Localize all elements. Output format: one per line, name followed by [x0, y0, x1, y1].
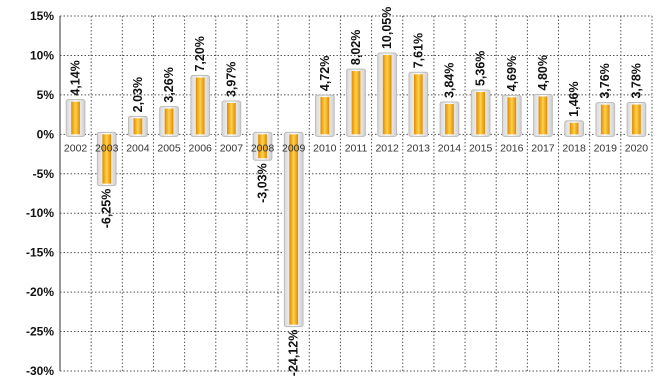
x-tick-label: 2009: [282, 142, 306, 154]
bars: [65, 52, 647, 328]
data-label: 3,78%: [629, 63, 643, 98]
gridlines: [59, 15, 653, 372]
y-tick-label: 10%: [30, 48, 54, 62]
data-label: 10,05%: [380, 7, 394, 49]
bar: [320, 97, 330, 135]
x-tick-label: 2003: [95, 142, 119, 154]
bar: [102, 134, 112, 184]
y-tick-label: -25%: [26, 325, 54, 339]
x-tick-label: 2018: [562, 142, 586, 154]
data-label: 8,02%: [349, 30, 363, 65]
bar: [227, 103, 236, 135]
bar: [445, 104, 454, 135]
x-tick-label: 2015: [469, 142, 493, 154]
y-tick-label: 5%: [37, 88, 55, 102]
x-tick-labels: 2002 2003 2004 2005 2006 2007 2008 2009 2010 2011…: [64, 142, 648, 154]
data-label: -3,03%: [256, 163, 270, 203]
x-tick-label: 2006: [189, 142, 213, 154]
x-tick-label: 2017: [531, 142, 555, 154]
bar: [289, 134, 299, 325]
bar: [382, 55, 392, 135]
data-label: 3,26%: [162, 67, 176, 102]
bar: [476, 92, 485, 135]
bar: [195, 77, 205, 135]
x-tick-label: 2002: [64, 142, 88, 154]
x-tick-label: 2019: [594, 142, 618, 154]
data-label: -24,12%: [287, 330, 301, 377]
bar: [164, 108, 174, 135]
bar: [71, 101, 80, 135]
x-tick-label: 2008: [251, 142, 275, 154]
bar: [413, 74, 423, 135]
data-label: -6,25%: [100, 189, 114, 229]
bar: [632, 104, 641, 135]
x-tick-label: 2016: [500, 142, 524, 154]
data-label: 4,14%: [69, 60, 83, 95]
x-tick-label: 2005: [157, 142, 181, 154]
y-tick-label: -20%: [26, 285, 54, 299]
data-label: 1,46%: [567, 81, 581, 116]
x-tick-label: 2007: [220, 142, 244, 154]
bar: [258, 134, 267, 159]
data-label: 3,84%: [442, 63, 456, 98]
y-tick-label: -10%: [26, 206, 54, 220]
bar: [351, 71, 361, 135]
bar: [507, 97, 517, 135]
data-label: 2,03%: [131, 77, 145, 112]
y-tick-label: 15%: [30, 9, 54, 23]
y-tick-label: -5%: [33, 167, 55, 181]
x-tick-label: 2011: [345, 142, 368, 154]
y-tick-label: -30%: [26, 364, 54, 378]
data-label: 4,72%: [318, 56, 332, 91]
data-label: 4,69%: [505, 56, 519, 91]
data-label: 3,97%: [224, 62, 238, 97]
y-tick-label: -15%: [26, 246, 54, 260]
bar: [133, 118, 143, 135]
data-labels: 4,14% -6,25% 2,03% 3,26% 7,20% 3,97% -3,03% -24…: [69, 7, 644, 377]
y-tick-label: 0%: [37, 127, 55, 141]
x-tick-label: 2013: [407, 142, 431, 154]
x-tick-label: 2014: [438, 142, 462, 154]
data-label: 5,36%: [474, 51, 488, 86]
bar: [600, 104, 610, 135]
data-label: 3,76%: [598, 63, 612, 98]
data-label: 4,80%: [536, 55, 550, 90]
bar: [538, 96, 548, 135]
x-tick-label: 2004: [126, 142, 150, 154]
x-tick-label: 2012: [375, 142, 399, 154]
bar: [569, 122, 579, 135]
x-tick-label: 2010: [313, 142, 337, 154]
data-label: 7,61%: [411, 33, 425, 68]
axes: 15% 10% 5% 0% -5% -10% -15% -20% -25% -30%: [26, 9, 61, 378]
data-label: 7,20%: [193, 36, 207, 71]
x-tick-label: 2020: [625, 142, 649, 154]
